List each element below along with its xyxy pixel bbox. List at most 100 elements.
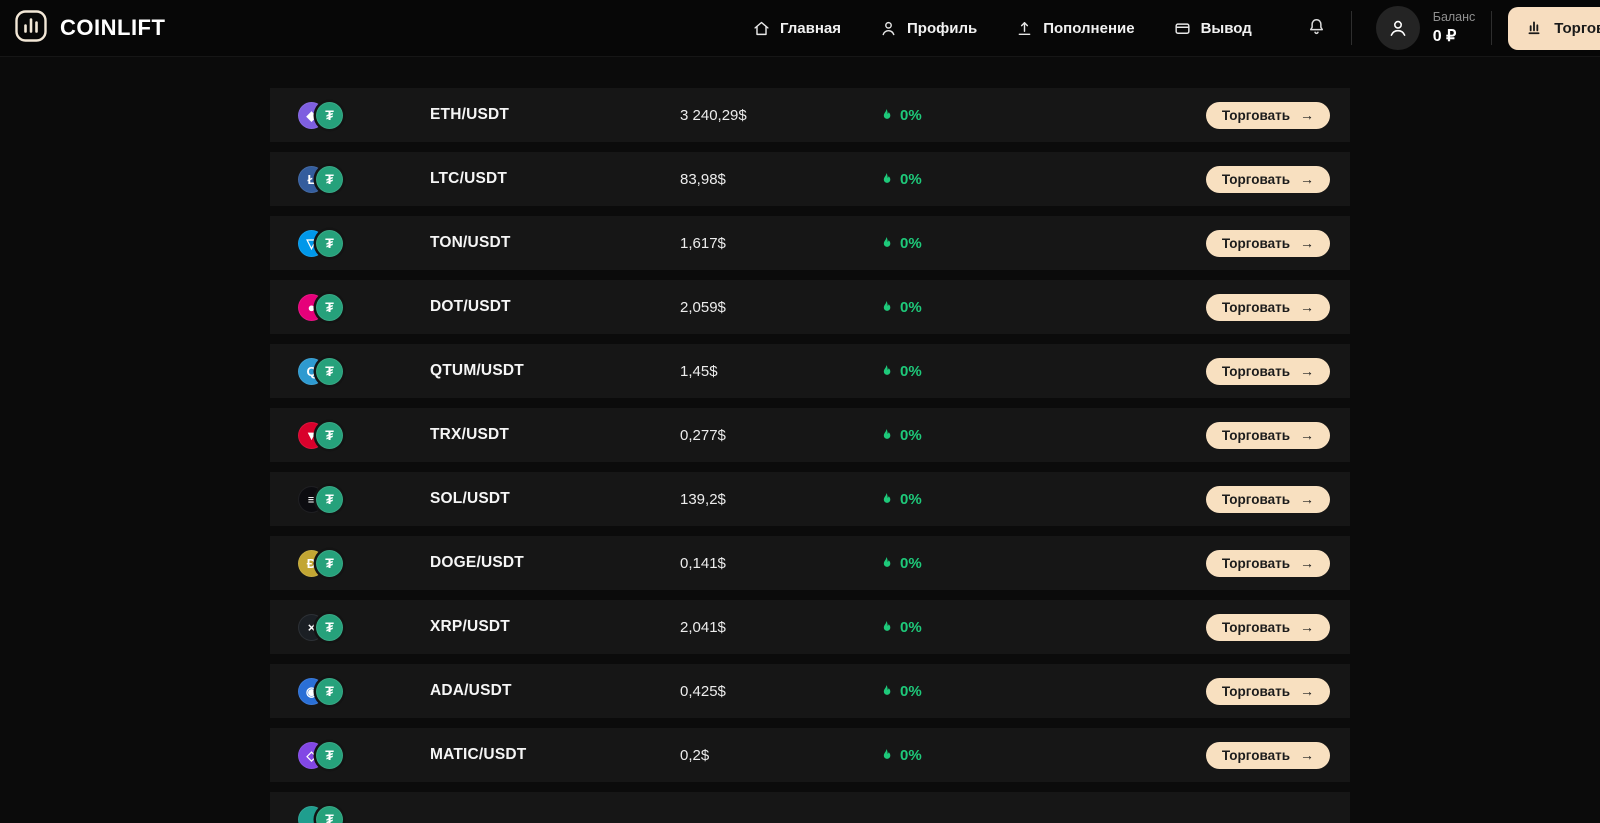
pair-change: 0% xyxy=(878,747,1206,764)
pair-icons: ▽ ₮ xyxy=(298,229,430,257)
market-row: ₮ Торговать → xyxy=(270,792,1350,823)
nav-item-home[interactable]: Главная xyxy=(752,19,841,38)
market-row: ◇ ₮ MATIC/USDT 0,2$ 0% Торговать → xyxy=(270,728,1350,782)
usdt-icon: ₮ xyxy=(316,549,343,577)
trade-button-label: Торговать xyxy=(1221,555,1290,571)
pair-icons: ◉ ₮ xyxy=(298,677,430,705)
pair-icons: ▼ ₮ xyxy=(298,421,430,449)
arrow-right-icon: → xyxy=(1300,299,1314,315)
usdt-icon: ₮ xyxy=(316,421,343,449)
arrow-right-icon: → xyxy=(1300,683,1314,699)
trade-button[interactable]: Торговать → xyxy=(1205,677,1330,705)
trade-button[interactable]: Торговать → xyxy=(1205,549,1330,577)
account-summary[interactable]: Баланс 0 ₽ xyxy=(1375,6,1476,50)
pair-price: 2,041$ xyxy=(680,618,726,636)
notifications-bell-button[interactable] xyxy=(1306,16,1327,40)
bar-chart-icon xyxy=(14,9,48,48)
flame-icon xyxy=(883,108,891,119)
arrow-right-icon: → xyxy=(1300,619,1314,635)
usdt-icon: ₮ xyxy=(316,613,343,641)
nav-label: Главная xyxy=(780,19,842,37)
balance-label: Баланс xyxy=(1432,10,1476,24)
market-row: ◆ ₮ ETH/USDT 3 240,29$ 0% Торговать → xyxy=(270,88,1350,142)
arrow-right-icon: → xyxy=(1300,107,1314,123)
trade-button[interactable]: Торговать → xyxy=(1205,485,1330,513)
pair-price: 139,2$ xyxy=(680,490,726,508)
row-action: Торговать → xyxy=(1205,165,1330,193)
pair-change-value: 0% xyxy=(900,554,922,572)
pair-icons: Ł ₮ xyxy=(298,165,430,193)
home-icon xyxy=(752,19,771,38)
pair-change: 0% xyxy=(878,555,1206,572)
pair-change: 0% xyxy=(878,363,1206,380)
trade-button[interactable]: Торговать → xyxy=(1205,165,1330,193)
trade-button[interactable]: Торговать → xyxy=(1205,229,1330,257)
trade-button-label: Торговать xyxy=(1221,171,1290,187)
brand[interactable]: COINLIFT xyxy=(14,9,165,48)
pair-price: 0,141$ xyxy=(680,554,726,572)
deposit-arrow-icon xyxy=(1015,19,1034,38)
pair-change-value: 0% xyxy=(900,682,922,700)
usdt-icon: ₮ xyxy=(316,357,343,385)
pair-label: ADA/USDT xyxy=(430,682,512,699)
pair-change-value: 0% xyxy=(900,170,922,188)
pair-label: ETH/USDT xyxy=(430,106,510,123)
trade-button[interactable]: Торговать → xyxy=(1205,421,1330,449)
pair-icons: ● ₮ xyxy=(298,293,430,321)
trade-button[interactable]: Торговать → xyxy=(1205,613,1330,641)
trade-cta-button[interactable]: Торговать xyxy=(1508,6,1600,50)
usdt-icon: ₮ xyxy=(316,101,343,129)
pair-icons: × ₮ xyxy=(298,613,430,641)
pair-icons: ◇ ₮ xyxy=(298,741,430,769)
pair-change-value: 0% xyxy=(900,746,922,764)
market-table: ◆ ₮ ETH/USDT 3 240,29$ 0% Торговать → Ł … xyxy=(270,88,1350,823)
flame-icon xyxy=(883,364,891,375)
usdt-icon: ₮ xyxy=(316,485,343,513)
trade-button-label: Торговать xyxy=(1221,491,1290,507)
flame-icon xyxy=(883,300,891,311)
pair-change: 0% xyxy=(878,619,1206,636)
pair-change-value: 0% xyxy=(900,234,922,252)
usdt-icon: ₮ xyxy=(316,805,343,823)
flame-icon xyxy=(883,748,891,759)
usdt-icon: ₮ xyxy=(316,165,343,193)
market-row: ● ₮ DOT/USDT 2,059$ 0% Торговать → xyxy=(270,280,1350,334)
nav-item-withdraw[interactable]: Вывод xyxy=(1173,19,1252,38)
flame-icon xyxy=(883,684,891,695)
pair-change: 0% xyxy=(878,299,1206,316)
usdt-icon: ₮ xyxy=(316,677,343,705)
pair-price: 0,2$ xyxy=(680,746,710,764)
usdt-icon: ₮ xyxy=(316,741,343,769)
trade-button[interactable]: Торговать → xyxy=(1205,357,1330,385)
pair-icons: ◆ ₮ xyxy=(298,101,430,129)
pair-icons: Ð ₮ xyxy=(298,549,430,577)
trade-cta-label: Торговать xyxy=(1554,19,1600,37)
flame-icon xyxy=(883,428,891,439)
pair-change-value: 0% xyxy=(900,362,922,380)
row-action: Торговать → xyxy=(1205,485,1330,513)
trade-button-label: Торговать xyxy=(1221,107,1290,123)
arrow-right-icon: → xyxy=(1300,747,1314,763)
pair-change: 0% xyxy=(878,427,1206,444)
pair-price: 0,277$ xyxy=(680,426,726,444)
divider xyxy=(1491,11,1493,45)
arrow-right-icon: → xyxy=(1300,235,1314,251)
flame-icon xyxy=(883,556,891,567)
pair-change-value: 0% xyxy=(900,298,922,316)
bell-icon xyxy=(1306,16,1327,40)
usdt-icon: ₮ xyxy=(316,229,343,257)
trade-button-label: Торговать xyxy=(1221,683,1290,699)
trade-button[interactable]: Торговать → xyxy=(1205,741,1330,769)
row-action: Торговать → xyxy=(1206,806,1330,823)
flame-icon xyxy=(883,492,891,503)
bar-chart-icon xyxy=(1524,17,1544,40)
pair-price: 0,425$ xyxy=(680,682,726,700)
market-row: ◉ ₮ ADA/USDT 0,425$ 0% Торговать → xyxy=(270,664,1350,718)
balance-value: 0 ₽ xyxy=(1432,28,1457,45)
pair-change: 0% xyxy=(878,171,1206,188)
avatar[interactable] xyxy=(1375,6,1420,50)
trade-button[interactable]: Торговать → xyxy=(1205,101,1330,129)
nav-item-deposit[interactable]: Пополнение xyxy=(1015,19,1135,38)
nav-item-profile[interactable]: Профиль xyxy=(879,19,977,38)
trade-button[interactable]: Торговать → xyxy=(1205,293,1330,321)
